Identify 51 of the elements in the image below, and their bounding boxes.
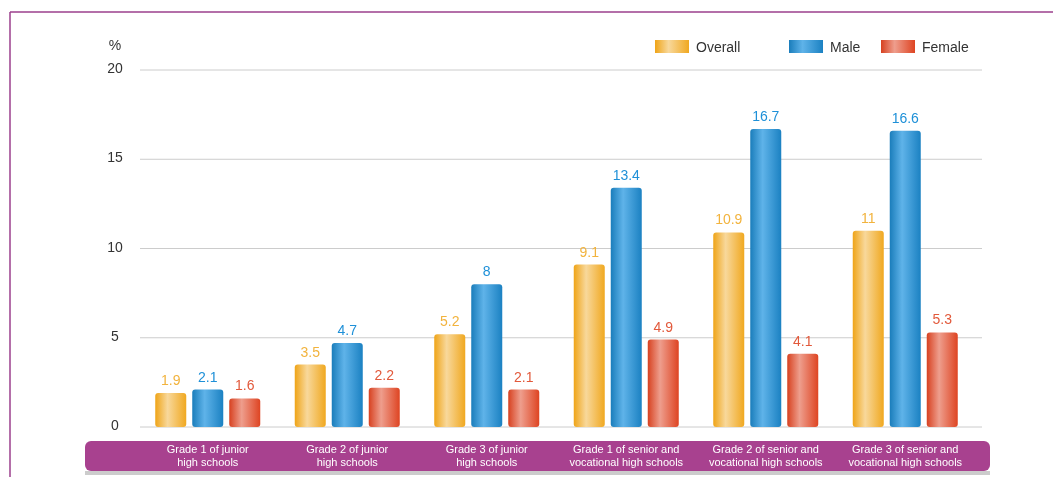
legend-label: Overall	[696, 39, 741, 55]
data-label: 16.7	[752, 107, 780, 124]
bar	[750, 128, 782, 427]
data-label: 8	[482, 263, 491, 280]
data-label: 5.3	[932, 311, 953, 328]
data-label: 3.5	[300, 343, 321, 360]
x-tick-label: Grade 3 of senior and vocational high schools	[848, 443, 963, 468]
x-tick-label: Grade 3 of junior high schools	[445, 443, 529, 468]
data-label: 2.1	[514, 368, 534, 385]
data-label: 1.6	[235, 377, 255, 394]
bar	[647, 339, 679, 427]
y-tick-label: 10	[107, 238, 123, 255]
y-axis-title: %	[108, 37, 122, 53]
y-tick-label: 5	[111, 327, 120, 344]
bar	[155, 393, 187, 427]
bar	[926, 332, 958, 427]
data-label: 2.2	[374, 366, 395, 383]
data-label: 4.7	[337, 322, 358, 339]
bar	[508, 389, 540, 427]
bar	[294, 364, 326, 427]
data-label: 11	[860, 209, 876, 226]
bar	[331, 343, 363, 427]
data-label: 9.1	[579, 243, 600, 260]
bar	[852, 230, 884, 427]
bar	[610, 187, 642, 427]
data-label: 16.6	[891, 109, 920, 126]
bar	[573, 264, 605, 427]
legend-label: Female	[922, 39, 969, 55]
bar	[192, 389, 224, 427]
x-tick-label: Grade 1 of senior and vocational high schools	[569, 443, 684, 468]
data-label: 13.4	[612, 166, 641, 183]
x-tick-label: Grade 1 of junior high schools	[166, 443, 250, 468]
data-label: 10.9	[715, 211, 743, 228]
data-label: 5.2	[440, 313, 460, 330]
data-label: 4.9	[653, 318, 674, 335]
bar	[787, 353, 819, 427]
y-tick-label: 20	[107, 60, 123, 76]
y-tick-label: 15	[107, 149, 123, 166]
bar	[713, 232, 745, 427]
bar	[434, 334, 466, 427]
x-tick-label: Grade 2 of senior and vocational high schools	[708, 443, 824, 468]
bar	[889, 130, 921, 427]
bar	[368, 387, 400, 427]
x-tick-label: Grade 2 of junior high schools	[306, 443, 389, 468]
y-tick-label: 0	[111, 417, 120, 433]
data-label: 4.1	[793, 332, 813, 349]
bar	[229, 398, 261, 427]
data-label: 1.9	[161, 372, 181, 389]
bar	[471, 284, 503, 427]
data-label: 2.1	[198, 368, 218, 385]
legend-label: Male	[830, 39, 861, 55]
